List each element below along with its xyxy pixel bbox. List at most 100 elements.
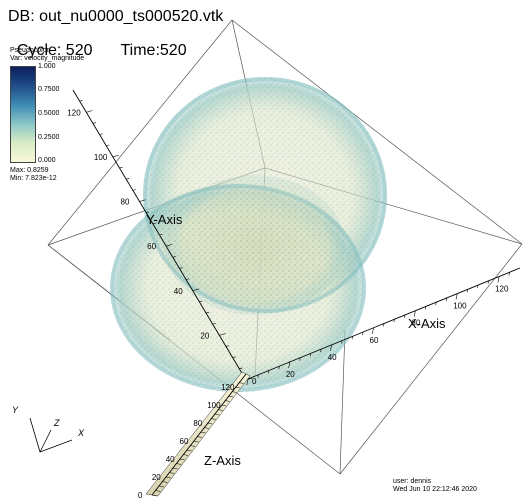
z-axis-tick (183, 454, 189, 456)
x-axis-tick (320, 349, 322, 353)
time-label: Time:520 (120, 42, 187, 59)
date-label: Wed Jun 10 22:12:46 2020 (393, 486, 477, 493)
cycle-label: Cycle: 520 (16, 42, 93, 59)
x-axis (246, 267, 521, 386)
z-tick-label: 100 (207, 401, 221, 410)
z-axis-tick (210, 418, 216, 420)
z-axis-tick (158, 485, 164, 488)
y-axis-tick (239, 367, 243, 370)
y-axis-tick (172, 256, 176, 258)
origin-label: 0 (252, 377, 257, 386)
x-axis-tick (278, 366, 280, 370)
x-axis-tick (413, 310, 416, 317)
y-tick-label: 80 (121, 198, 130, 207)
legend-tick-label: 0.5000 (38, 110, 60, 117)
x-axis-tick (508, 272, 510, 276)
x-axis-title: X-Axis (408, 316, 446, 331)
y-axis-tick (92, 122, 97, 124)
y-axis-tick (219, 333, 226, 336)
y-axis-tick (119, 166, 123, 169)
x-axis-tick (424, 306, 427, 310)
x-tick-label: 120 (495, 285, 509, 294)
triad-y-label: Y (12, 405, 19, 415)
x-axis-tick (288, 361, 291, 368)
y-axis-tick (159, 233, 163, 236)
y-axis-tick (152, 222, 156, 225)
x-tick-label: 100 (453, 302, 467, 311)
y-axis-tick (112, 154, 120, 158)
triad-z-label: Z (53, 418, 60, 428)
y-axis-tick (186, 278, 190, 280)
legend-colorbar (10, 66, 36, 163)
z-tick-label: 60 (180, 437, 189, 446)
z-tick-label: 120 (221, 383, 235, 392)
y-axis-tick (232, 356, 236, 358)
z-axis-title: Z-Axis (204, 453, 241, 468)
y-axis-tick (99, 133, 103, 135)
y-axis-tick (139, 199, 146, 202)
y-tick-label: 120 (67, 108, 81, 117)
z-axis-tick (190, 445, 196, 447)
z-axis-tick (235, 386, 241, 389)
triad-x-label: X (77, 428, 85, 438)
x-axis-tick (351, 336, 353, 340)
z-axis-tick (217, 409, 223, 411)
x-axis-tick (393, 319, 395, 323)
x-axis-tick (466, 289, 468, 293)
y-axis (72, 89, 253, 381)
z-axis-tick (203, 427, 209, 429)
z-tick-label: 20 (152, 473, 161, 482)
legend-tick-label: 0.7500 (38, 86, 60, 93)
legend-tick-label: 1.000 (38, 63, 56, 70)
x-axis-tick (372, 327, 374, 334)
database-label: DB: out_nu0000_ts000520.vtk (8, 8, 224, 25)
legend-max: Max: 0.8259 (10, 167, 49, 174)
z-axis-tick (162, 481, 168, 483)
y-axis-tick (126, 178, 130, 180)
z-axis (145, 371, 251, 497)
z-axis-tick (231, 391, 237, 393)
z-axis-tick (228, 395, 234, 398)
z-axis-tick (214, 413, 220, 416)
x-tick-label: 40 (328, 353, 337, 362)
x-axis-tick (330, 344, 332, 351)
y-axis-tick (212, 323, 216, 325)
x-axis-tick (299, 357, 301, 361)
x-axis-tick (487, 280, 489, 284)
cycle-time-row: Cycle: 520 Time:520 (8, 25, 187, 59)
z-axis-tick (200, 431, 206, 434)
z-axis-tick (179, 458, 185, 461)
x-tick-label: 80 (411, 319, 420, 328)
orientation-triad (29, 417, 73, 453)
y-axis-tick (199, 300, 203, 303)
z-axis-tick (238, 382, 244, 384)
x-axis-tick (404, 314, 406, 319)
z-axis-tick (169, 472, 175, 474)
z-axis-tick (155, 490, 161, 492)
y-axis-tick (166, 244, 173, 247)
z-tick-label: 0 (138, 491, 143, 500)
x-axis-tick (383, 323, 385, 327)
legend-tick-label: 0.000 (38, 157, 56, 164)
x-axis-tick (362, 331, 364, 336)
y-axis-tick (225, 345, 230, 347)
z-axis-tick (193, 440, 199, 443)
x-axis-tick (257, 374, 259, 378)
z-axis-tick (151, 494, 158, 497)
z-axis-tick (196, 436, 203, 438)
x-axis-tick (268, 370, 270, 374)
z-tick-label: 40 (166, 455, 175, 464)
x-axis-tick (477, 285, 479, 289)
z-axis-tick (172, 467, 178, 470)
y-axis-tick (86, 110, 93, 113)
legend-variable: Var: velocity_magnitude (10, 55, 85, 62)
z-axis-tick (176, 463, 182, 465)
x-axis-tick (435, 302, 437, 306)
volume-render (110, 77, 387, 392)
x-tick-label: 60 (370, 336, 379, 345)
x-axis-tick (455, 293, 458, 300)
y-tick-label: 40 (174, 287, 183, 296)
y-axis-title: Y-Axis (146, 212, 183, 227)
legend-plot-type: Pseudocolor (10, 47, 49, 54)
